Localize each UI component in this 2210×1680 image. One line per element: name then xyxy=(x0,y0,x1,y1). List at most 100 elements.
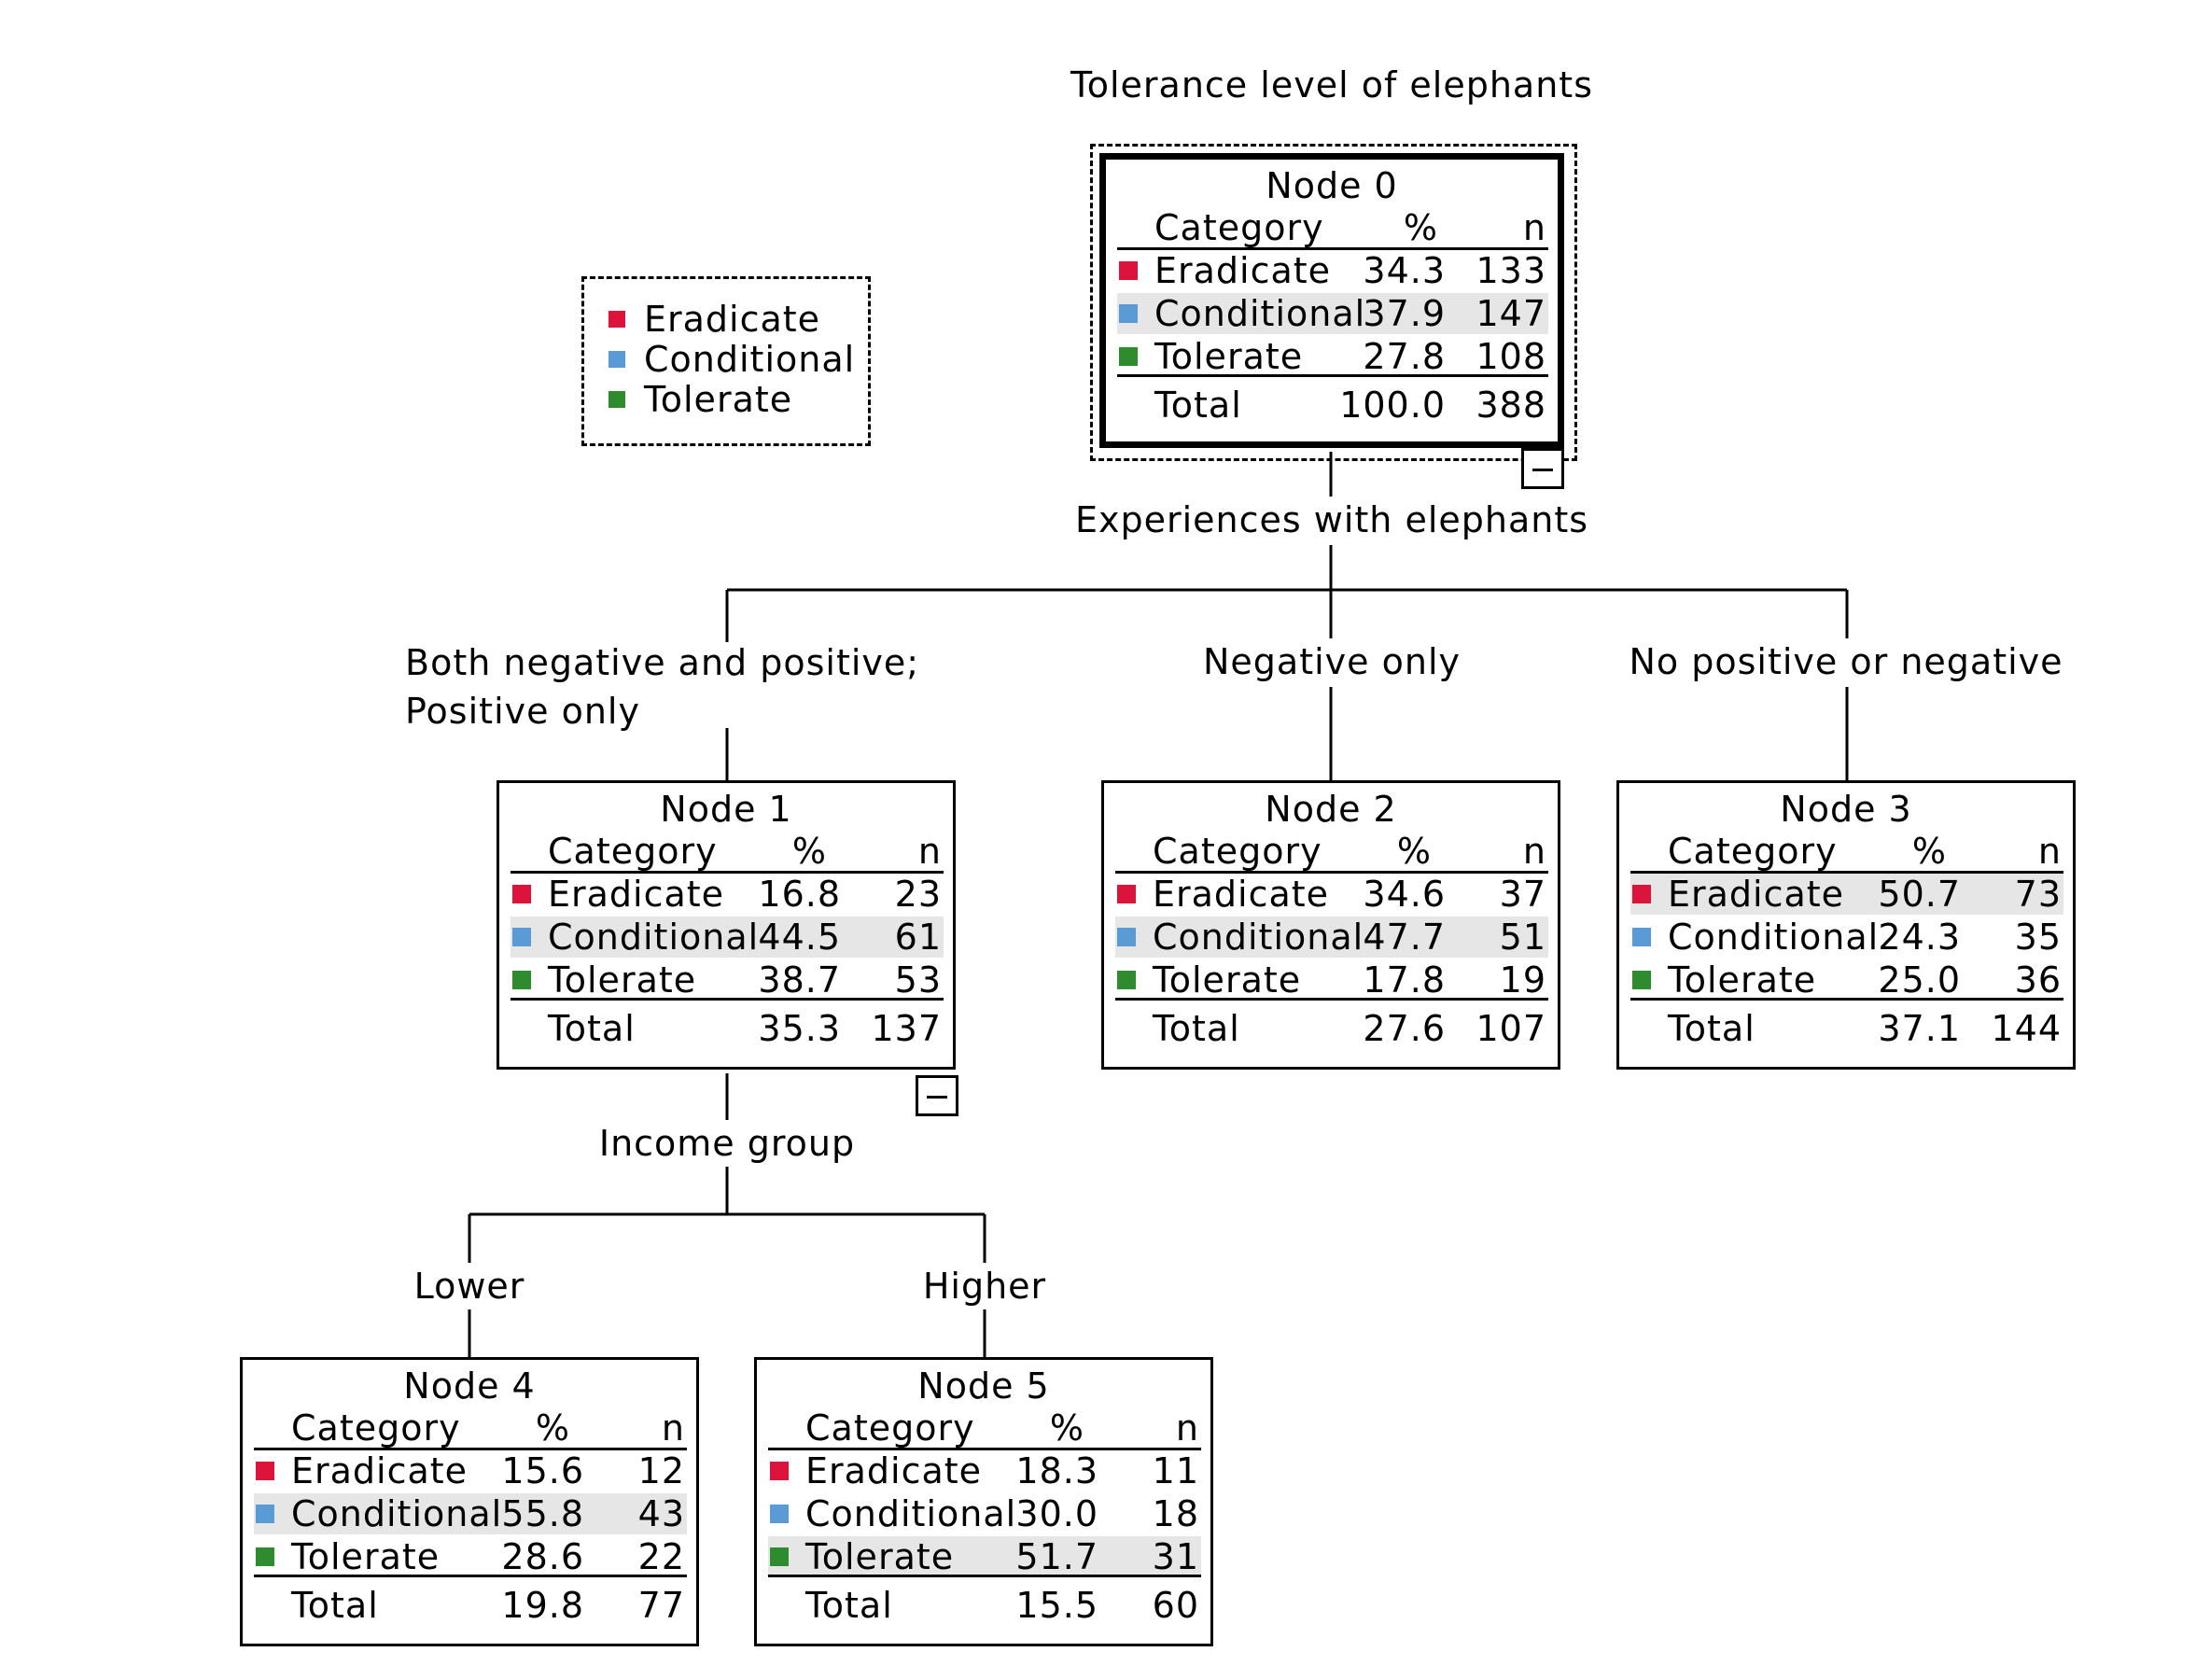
row-total-percent: 37.1 xyxy=(1878,1008,1961,1049)
node-table-header: Category % n xyxy=(768,1407,1201,1450)
split-label-root: Experiences with elephants xyxy=(1074,497,1589,543)
row-n: 37 xyxy=(1499,874,1546,915)
row-percent: 51.7 xyxy=(1015,1536,1098,1577)
header-percent: % xyxy=(1403,207,1438,248)
row-percent: 16.8 xyxy=(758,874,841,915)
row-n: 18 xyxy=(1152,1493,1199,1534)
row-n: 51 xyxy=(1499,917,1546,958)
header-category: Category xyxy=(291,1407,461,1449)
conditional-swatch xyxy=(1119,304,1138,323)
row-total-label: Total xyxy=(291,1585,379,1626)
row-total-percent: 27.6 xyxy=(1363,1008,1446,1049)
tolerate-swatch xyxy=(770,1547,789,1566)
header-n: n xyxy=(1522,831,1546,872)
row-percent: 50.7 xyxy=(1878,874,1961,915)
node-row-total: Total 15.5 60 xyxy=(768,1585,1201,1626)
row-total-percent: 19.8 xyxy=(501,1585,584,1626)
node-row-tolerate: Tolerate 27.8 108 xyxy=(1117,336,1548,377)
tree-node-5[interactable]: Node 5 Category % n Eradicate 18.3 11 Co… xyxy=(754,1357,1213,1646)
header-percent: % xyxy=(535,1407,570,1449)
branch-label-node3: No positive or negative xyxy=(1629,638,2063,685)
tolerate-swatch xyxy=(256,1547,274,1566)
node-title: Node 2 xyxy=(1265,789,1397,830)
row-n: 108 xyxy=(1476,336,1546,377)
eradicate-swatch xyxy=(1117,885,1136,903)
node-table-header: Category % n xyxy=(254,1407,687,1450)
legend: Eradicate Conditional Tolerate xyxy=(581,276,871,446)
row-n: 11 xyxy=(1152,1450,1199,1491)
node-row-eradicate: Eradicate 34.6 37 xyxy=(1115,874,1548,915)
node-row-eradicate: Eradicate 34.3 133 xyxy=(1117,250,1548,291)
header-category: Category xyxy=(1153,831,1322,872)
tree-node-0[interactable]: Node 0 Category % n Eradicate 34.3 133 C… xyxy=(1099,153,1564,448)
eradicate-swatch xyxy=(770,1462,789,1480)
row-category: Conditional xyxy=(548,917,760,958)
row-total-label: Total xyxy=(548,1008,636,1049)
node-table-header: Category % n xyxy=(511,831,944,874)
node-row-total: Total 100.0 388 xyxy=(1117,385,1548,426)
collapse-toggle-node0[interactable] xyxy=(1521,448,1564,489)
row-total-label: Total xyxy=(1154,385,1242,426)
row-percent: 34.3 xyxy=(1363,250,1446,291)
node-title: Node 3 xyxy=(1780,789,1912,830)
root-node-selection-outline xyxy=(1090,144,1577,461)
conditional-swatch xyxy=(512,928,531,946)
row-category: Conditional xyxy=(291,1493,503,1534)
node-row-tolerate: Tolerate 28.6 22 xyxy=(254,1536,687,1577)
header-percent: % xyxy=(1049,1407,1084,1449)
conditional-swatch xyxy=(256,1505,274,1523)
row-total-label: Total xyxy=(1153,1008,1240,1049)
tolerate-swatch xyxy=(608,391,625,408)
legend-label: Tolerate xyxy=(644,379,793,420)
row-n: 73 xyxy=(2014,874,2062,915)
row-percent: 17.8 xyxy=(1363,959,1446,1001)
row-percent: 37.9 xyxy=(1363,293,1446,334)
node-row-total: Total 37.1 144 xyxy=(1630,1008,2063,1049)
node-row-eradicate: Eradicate 15.6 12 xyxy=(254,1450,687,1491)
conditional-swatch xyxy=(1117,928,1136,946)
node-table-header: Category % n xyxy=(1115,831,1548,874)
row-percent: 28.6 xyxy=(501,1536,584,1577)
row-total-label: Total xyxy=(805,1585,893,1626)
row-percent: 24.3 xyxy=(1878,917,1961,958)
tree-node-2[interactable]: Node 2 Category % n Eradicate 34.6 37 Co… xyxy=(1101,780,1560,1070)
tolerate-swatch xyxy=(1119,347,1138,366)
row-n: 12 xyxy=(637,1450,685,1491)
header-n: n xyxy=(2037,831,2062,872)
header-n: n xyxy=(661,1407,685,1449)
tree-title: Tolerance level of elephants xyxy=(1070,64,1594,105)
row-n: 36 xyxy=(2014,959,2062,1001)
row-category: Tolerate xyxy=(1668,959,1817,1001)
header-percent: % xyxy=(791,831,827,872)
row-category: Conditional xyxy=(1153,917,1364,958)
row-total-n: 388 xyxy=(1476,385,1546,426)
row-percent: 27.8 xyxy=(1363,336,1446,377)
node-title: Node 1 xyxy=(660,789,792,830)
row-category: Tolerate xyxy=(548,959,697,1001)
row-percent: 25.0 xyxy=(1878,959,1961,1001)
tolerate-swatch xyxy=(512,971,531,989)
row-category: Tolerate xyxy=(805,1536,955,1577)
tree-node-4[interactable]: Node 4 Category % n Eradicate 15.6 12 Co… xyxy=(240,1357,699,1646)
node-row-eradicate: Eradicate 16.8 23 xyxy=(511,874,944,915)
row-total-percent: 35.3 xyxy=(758,1008,841,1049)
collapse-toggle-node1[interactable] xyxy=(916,1075,958,1116)
row-category: Eradicate xyxy=(291,1450,469,1491)
row-category: Eradicate xyxy=(548,874,725,915)
node-title: Node 5 xyxy=(917,1365,1050,1407)
conditional-swatch xyxy=(608,351,625,368)
row-category: Eradicate xyxy=(1153,874,1330,915)
eradicate-swatch xyxy=(512,885,531,903)
node-row-total: Total 35.3 137 xyxy=(511,1008,944,1049)
split-label-node1: Income group xyxy=(598,1120,856,1167)
row-total-n: 137 xyxy=(871,1008,942,1049)
row-percent: 38.7 xyxy=(758,959,841,1001)
tree-node-1[interactable]: Node 1 Category % n Eradicate 16.8 23 Co… xyxy=(497,780,956,1070)
node-row-tolerate: Tolerate 51.7 31 xyxy=(768,1536,1201,1577)
row-n: 61 xyxy=(894,917,942,958)
row-n: 147 xyxy=(1476,293,1546,334)
tree-node-3[interactable]: Node 3 Category % n Eradicate 50.7 73 Co… xyxy=(1616,780,2076,1070)
header-category: Category xyxy=(805,1407,975,1449)
branch-label-node5: Higher xyxy=(922,1263,1047,1309)
row-total-label: Total xyxy=(1668,1008,1755,1049)
